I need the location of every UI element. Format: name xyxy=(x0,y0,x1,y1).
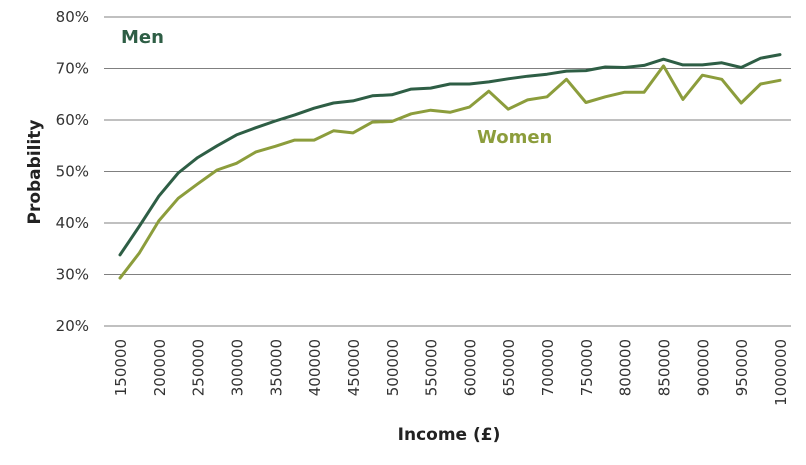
women-series-label: Women xyxy=(477,127,552,148)
x-tick-label: 1000000 xyxy=(772,339,790,406)
x-tick-label: 950000 xyxy=(733,339,751,396)
x-tick-label: 600000 xyxy=(461,339,479,396)
x-tick-label: 450000 xyxy=(345,339,363,396)
x-tick-label: 300000 xyxy=(228,339,246,396)
y-tick-label: 40% xyxy=(56,214,89,232)
x-tick-label: 350000 xyxy=(267,339,285,396)
x-tick-label: 850000 xyxy=(656,339,674,396)
y-tick-label: 50% xyxy=(56,163,89,181)
men-series-label: Men xyxy=(121,27,164,48)
x-tick-label: 900000 xyxy=(694,339,712,396)
x-axis-title: Income (£) xyxy=(398,425,501,445)
x-tick-label: 750000 xyxy=(578,339,596,396)
x-tick-labels: 150000 200000 250000 300000 350000 400000 4500… xyxy=(112,339,790,406)
y-tick-label: 80% xyxy=(56,8,89,26)
x-tick-label: 200000 xyxy=(151,339,169,396)
men-series-line xyxy=(118,53,782,257)
y-tick-labels: 20% 30% 40% 50% 60% 70% 80% xyxy=(56,8,89,335)
series-lines xyxy=(118,53,782,280)
x-tick-label: 650000 xyxy=(500,339,518,396)
x-tick-label: 550000 xyxy=(423,339,441,396)
y-tick-label: 60% xyxy=(56,111,89,129)
y-tick-label: 30% xyxy=(56,266,89,284)
x-tick-label: 150000 xyxy=(112,339,130,396)
x-tick-label: 800000 xyxy=(617,339,635,396)
women-series-line xyxy=(118,64,782,280)
gridlines xyxy=(104,16,791,327)
x-tick-label: 500000 xyxy=(384,339,402,396)
y-tick-label: 70% xyxy=(56,60,89,78)
x-tick-label: 250000 xyxy=(190,339,208,396)
y-tick-label: 20% xyxy=(56,317,89,335)
x-tick-label: 700000 xyxy=(539,339,557,396)
x-tick-label: 400000 xyxy=(306,339,324,396)
y-axis-title: Probability xyxy=(25,119,45,224)
